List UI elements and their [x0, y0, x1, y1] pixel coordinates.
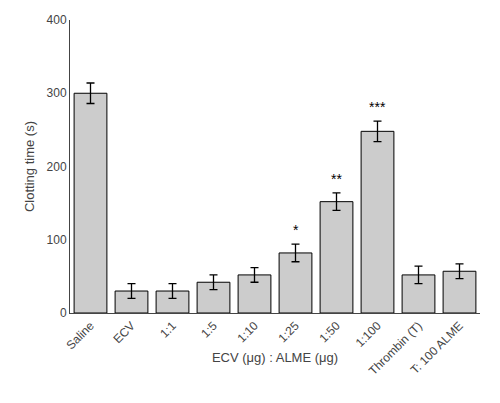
svg-text:1:5: 1:5	[198, 319, 220, 341]
svg-text:1:50: 1:50	[316, 319, 343, 346]
svg-text:300: 300	[47, 86, 67, 100]
svg-text:*: *	[293, 222, 299, 238]
svg-text:ECV (μg) : ALME (μg): ECV (μg) : ALME (μg)	[212, 350, 338, 365]
svg-text:ECV: ECV	[111, 319, 138, 346]
svg-text:1:10: 1:10	[234, 319, 261, 346]
svg-text:200: 200	[47, 160, 67, 174]
svg-text:Saline: Saline	[63, 319, 97, 353]
svg-text:**: **	[331, 171, 342, 187]
svg-text:1:100: 1:100	[353, 319, 384, 350]
svg-text:400: 400	[47, 13, 67, 27]
svg-text:100: 100	[47, 233, 67, 247]
svg-text:T: 100 ALME: T: 100 ALME	[408, 319, 466, 377]
svg-text:***: ***	[369, 99, 386, 115]
svg-text:Thrombin (T): Thrombin (T)	[366, 319, 425, 378]
svg-text:Clotting time (s): Clotting time (s)	[22, 121, 37, 212]
svg-text:1:25: 1:25	[275, 319, 302, 346]
svg-text:1:1: 1:1	[157, 319, 179, 341]
svg-text:0: 0	[60, 306, 67, 320]
